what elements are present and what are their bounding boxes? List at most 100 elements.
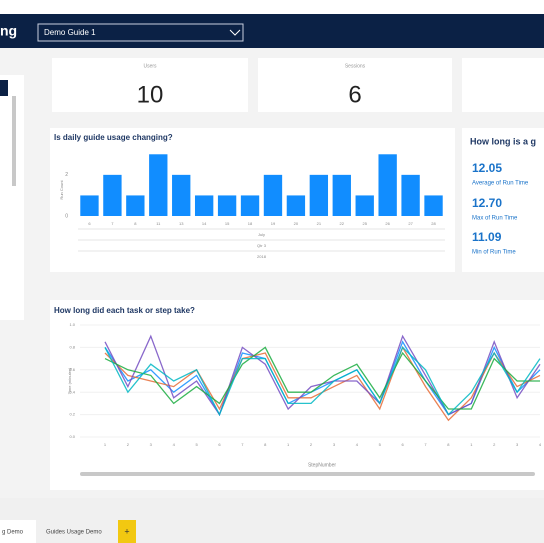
- bar: [424, 195, 443, 216]
- x-axis-title: StepNumber: [308, 462, 336, 468]
- x-tick-label: 4: [173, 442, 176, 447]
- x-tick-label: 1: [287, 442, 290, 447]
- x-tick-label: 2: [493, 442, 496, 447]
- bar: [172, 174, 191, 216]
- tab-active[interactable]: [0, 520, 36, 543]
- bar: [378, 154, 397, 216]
- dropdown-arrow: [229, 29, 241, 36]
- y-tick-label: 0.6: [69, 367, 75, 372]
- add-tab-label: +: [124, 526, 129, 536]
- x-tick-label: 7: [424, 442, 427, 447]
- x-tick-label: 11: [156, 221, 161, 226]
- bar: [309, 174, 329, 216]
- stats-panel: [462, 128, 544, 272]
- x-tick-label: 19: [271, 221, 276, 226]
- slicer-scrollbar[interactable]: [12, 96, 16, 186]
- x-tick-label: 7: [111, 221, 114, 226]
- x-tick-label: 2: [310, 442, 313, 447]
- bar: [240, 195, 260, 216]
- y-tick-label: 0.8: [69, 344, 75, 349]
- x-tick-label: 3: [516, 442, 519, 447]
- y-tick-label: 0.2: [69, 412, 75, 417]
- add-tab[interactable]: [118, 520, 136, 543]
- stats-title: How long is a g: [470, 136, 536, 146]
- x-sub-label: 2018: [257, 254, 267, 259]
- bar: [332, 174, 351, 216]
- x-tick-label: 8: [447, 442, 450, 447]
- bar: [286, 195, 306, 216]
- x-tick-label: 6: [88, 221, 91, 226]
- card: [258, 58, 452, 112]
- line-title: How long did each task or step take?: [54, 306, 195, 315]
- bar: [149, 154, 168, 216]
- stat-value: 12.05: [472, 161, 502, 175]
- bar: [103, 174, 122, 216]
- x-tick-label: 18: [248, 221, 253, 226]
- card-label: Sessions: [345, 63, 366, 69]
- x-sub-label: Qtr 3: [257, 243, 267, 248]
- bar: [80, 195, 99, 216]
- tab-label: Guides Usage Demo: [46, 530, 102, 536]
- x-tick-label: 1: [470, 442, 473, 447]
- x-tick-label: 6: [218, 442, 221, 447]
- bar: [194, 195, 214, 216]
- x-tick-label: 25: [362, 221, 367, 226]
- bar-title: Is daily guide usage changing?: [54, 133, 173, 142]
- x-tick-label: 3: [333, 442, 336, 447]
- x-tick-label: 21: [317, 221, 322, 226]
- stat-label: Max of Run Time: [472, 216, 518, 222]
- y-tick-label: 0.0: [69, 434, 75, 439]
- stat-label: Average of Run Time: [472, 181, 529, 187]
- x-tick-label: 3: [150, 442, 153, 447]
- series-line: [104, 346, 540, 410]
- tab-bar: [0, 498, 544, 543]
- x-tick-label: 2: [127, 442, 130, 447]
- bar: [355, 195, 374, 216]
- y-axis-title: Time (minutes): [67, 367, 72, 394]
- x-tick-label: 8: [134, 221, 137, 226]
- y-tick-label: 1.0: [69, 322, 75, 327]
- card-value: 10: [137, 81, 164, 108]
- y-axis-title: Run Count: [59, 180, 64, 200]
- top-strip: [0, 0, 544, 14]
- x-tick-label: 8: [264, 442, 267, 447]
- x-tick-label: 28: [431, 221, 436, 226]
- scrollbar[interactable]: [80, 472, 535, 476]
- x-tick-label: 20: [294, 221, 299, 226]
- x-tick-label: 14: [202, 221, 207, 226]
- x-tick-label: 27: [408, 221, 413, 226]
- stat-value: 11.09: [472, 230, 502, 244]
- slicer-selected[interactable]: [0, 80, 8, 96]
- card-value: 6: [348, 81, 361, 108]
- bar: [217, 195, 237, 216]
- tab-label: g Demo: [2, 530, 24, 536]
- dropdown[interactable]: [37, 23, 244, 42]
- x-tick-label: 1: [104, 442, 107, 447]
- x-tick-label: 22: [340, 221, 345, 226]
- bar: [126, 195, 145, 216]
- x-tick-label: 4: [539, 442, 542, 447]
- bar: [401, 174, 420, 216]
- x-tick-label: 6: [402, 442, 405, 447]
- x-tick-label: 4: [356, 442, 359, 447]
- y-tick-label: 2: [65, 172, 68, 178]
- dropdown-text: Demo Guide 1: [44, 28, 96, 37]
- app-title: ng: [0, 23, 17, 39]
- card-label: Users: [143, 63, 157, 69]
- stat-value: 12.70: [472, 196, 502, 210]
- x-tick-label: 7: [241, 442, 244, 447]
- stat-label: Min of Run Time: [472, 250, 516, 256]
- x-tick-label: 13: [179, 221, 184, 226]
- series-line: [104, 346, 541, 417]
- y-tick-label: 0.4: [69, 389, 75, 394]
- line-panel: [50, 300, 544, 490]
- card: [462, 58, 544, 112]
- x-sub-label: July: [258, 232, 265, 237]
- x-tick-label: 26: [385, 221, 390, 226]
- x-tick-label: 5: [379, 442, 382, 447]
- y-tick-label: 0: [65, 213, 68, 219]
- x-tick-label: 5: [195, 442, 198, 447]
- bar: [263, 174, 283, 216]
- card: [52, 58, 248, 112]
